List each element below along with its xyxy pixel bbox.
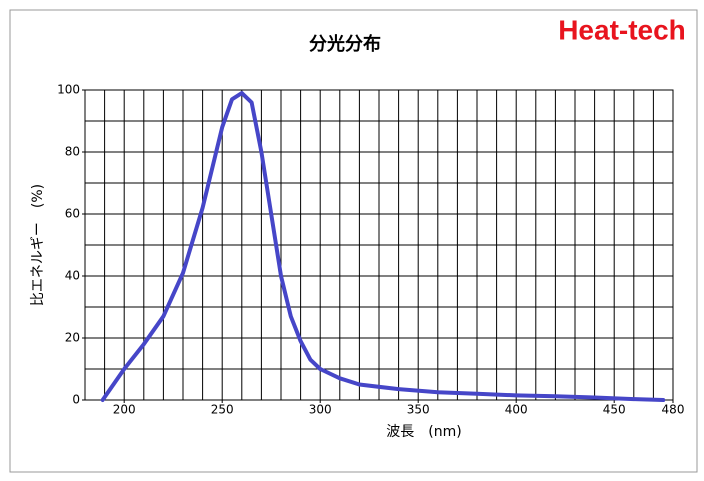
y-axis-label: 比エネルギー (%) (30, 184, 46, 306)
y-tick-label: 40 (65, 269, 80, 283)
plot-border (84, 89, 674, 401)
x-axis-label: 波長 (nm) (386, 424, 461, 440)
x-tick-label: 200 (113, 403, 136, 417)
y-tick-label: 20 (65, 331, 80, 345)
data-line (100, 91, 666, 402)
x-tick-label: 250 (211, 403, 234, 417)
chart-title: 分光分布 (309, 33, 381, 55)
x-tick-label: 450 (603, 403, 626, 417)
y-tick-label: 0 (72, 393, 80, 407)
y-tick-label: 60 (65, 207, 80, 221)
y-tick-label: 80 (65, 145, 80, 159)
x-tick-label: 480 (662, 403, 685, 417)
brand-logo: Heat-tech (558, 14, 686, 45)
x-tick-label: 400 (505, 403, 528, 417)
x-tick-label: 350 (407, 403, 430, 417)
y-tick-label: 100 (57, 83, 80, 97)
x-tick-label: 300 (309, 403, 332, 417)
